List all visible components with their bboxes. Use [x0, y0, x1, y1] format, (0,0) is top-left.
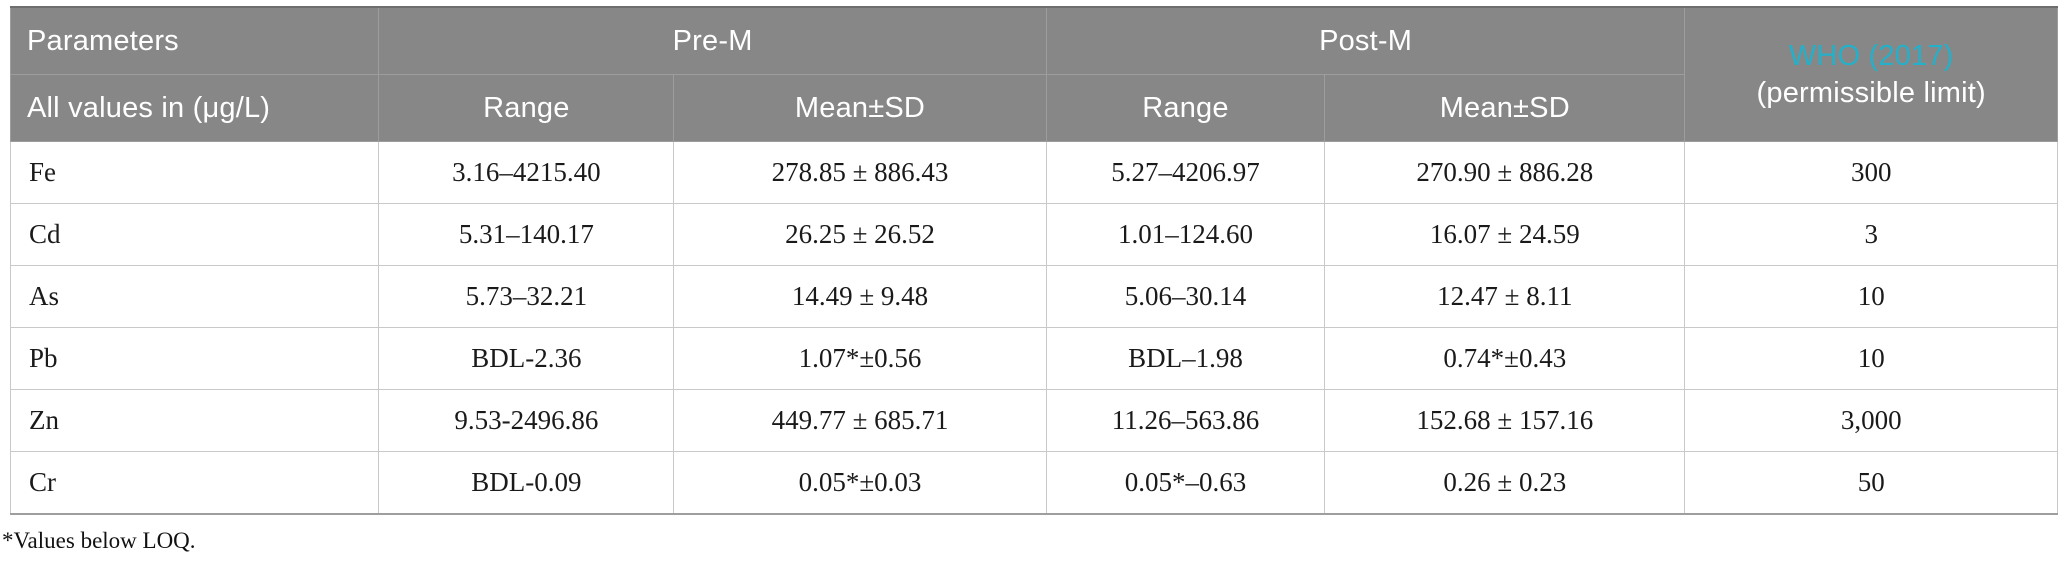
cell-pre-range: 9.53-2496.86: [378, 389, 675, 452]
table-row-cr: Cr BDL-0.09 0.05*±0.03 0.05*–0.63 0.26 ±…: [9, 451, 2058, 515]
cell-pre-mean: 26.25 ± 26.52: [673, 203, 1047, 266]
header-post-range: Range: [1045, 74, 1326, 142]
table-row-pb: Pb BDL-2.36 1.07*±0.56 BDL–1.98 0.74*±0.…: [9, 327, 2058, 390]
header-pre-range: Range: [378, 74, 675, 142]
header-group-post-m: Post-M: [1045, 6, 1686, 75]
cell-pre-mean: 1.07*±0.56: [673, 327, 1047, 390]
table-header: Parameters Pre-M Post-M WHO (2017) (perm…: [9, 6, 2058, 142]
header-pre-mean-sd: Mean±SD: [673, 74, 1047, 142]
cell-post-range: 5.06–30.14: [1045, 265, 1326, 328]
cell-post-range: 11.26–563.86: [1045, 389, 1326, 452]
who-2017-citation-link[interactable]: WHO (2017): [1788, 40, 1954, 73]
header-parameters: Parameters: [9, 6, 380, 75]
cell-param: Zn: [9, 389, 380, 452]
cell-post-range: BDL–1.98: [1045, 327, 1326, 390]
cell-who-limit: 50: [1684, 451, 2058, 515]
cell-post-range: 5.27–4206.97: [1045, 141, 1326, 204]
cell-who-limit: 3,000: [1684, 389, 2058, 452]
cell-pre-range: 5.73–32.21: [378, 265, 675, 328]
cell-param: Cd: [9, 203, 380, 266]
cell-who-limit: 300: [1684, 141, 2058, 204]
cell-post-mean: 0.26 ± 0.23: [1324, 451, 1686, 515]
header-post-mean-sd: Mean±SD: [1324, 74, 1686, 142]
cell-pre-mean: 14.49 ± 9.48: [673, 265, 1047, 328]
header-group-pre-m: Pre-M: [378, 6, 1047, 75]
cell-pre-mean: 0.05*±0.03: [673, 451, 1047, 515]
cell-post-mean: 0.74*±0.43: [1324, 327, 1686, 390]
cell-post-mean: 12.47 ± 8.11: [1324, 265, 1686, 328]
cell-pre-range: 3.16–4215.40: [378, 141, 675, 204]
cell-post-mean: 270.90 ± 886.28: [1324, 141, 1686, 204]
cell-post-range: 1.01–124.60: [1045, 203, 1326, 266]
cell-who-limit: 3: [1684, 203, 2058, 266]
cell-param: Pb: [9, 327, 380, 390]
cell-param: Cr: [9, 451, 380, 515]
cell-param: Fe: [9, 141, 380, 204]
table-footnote: *Values below LOQ.: [2, 528, 196, 553]
table-row-as: As 5.73–32.21 14.49 ± 9.48 5.06–30.14 12…: [9, 265, 2058, 328]
table-row-cd: Cd 5.31–140.17 26.25 ± 26.52 1.01–124.60…: [9, 203, 2058, 266]
cell-post-mean: 16.07 ± 24.59: [1324, 203, 1686, 266]
cell-pre-mean: 449.77 ± 685.71: [673, 389, 1047, 452]
cell-pre-range: 5.31–140.17: [378, 203, 675, 266]
table-row-zn: Zn 9.53-2496.86 449.77 ± 685.71 11.26–56…: [9, 389, 2058, 452]
cell-post-range: 0.05*–0.63: [1045, 451, 1326, 515]
table-body: Fe 3.16–4215.40 278.85 ± 886.43 5.27–420…: [9, 141, 2058, 515]
cell-pre-range: BDL-2.36: [378, 327, 675, 390]
cell-pre-mean: 278.85 ± 886.43: [673, 141, 1047, 204]
header-units: All values in (μg/L): [9, 74, 380, 142]
header-row-groups: Parameters Pre-M Post-M WHO (2017) (perm…: [9, 6, 2058, 142]
header-row-subcolumns: All values in (μg/L) Range Mean±SD Range…: [9, 74, 2058, 142]
cell-who-limit: 10: [1684, 265, 2058, 328]
header-who-limit: WHO (2017) (permissible limit): [1684, 6, 2058, 142]
cell-who-limit: 10: [1684, 327, 2058, 390]
cell-param: As: [9, 265, 380, 328]
who-permissible-limit-label: (permissible limit): [1756, 76, 1986, 109]
cell-post-mean: 152.68 ± 157.16: [1324, 389, 1686, 452]
heavy-metals-table: Parameters Pre-M Post-M WHO (2017) (perm…: [9, 6, 2058, 515]
table-row-fe: Fe 3.16–4215.40 278.85 ± 886.43 5.27–420…: [9, 141, 2058, 204]
cell-pre-range: BDL-0.09: [378, 451, 675, 515]
